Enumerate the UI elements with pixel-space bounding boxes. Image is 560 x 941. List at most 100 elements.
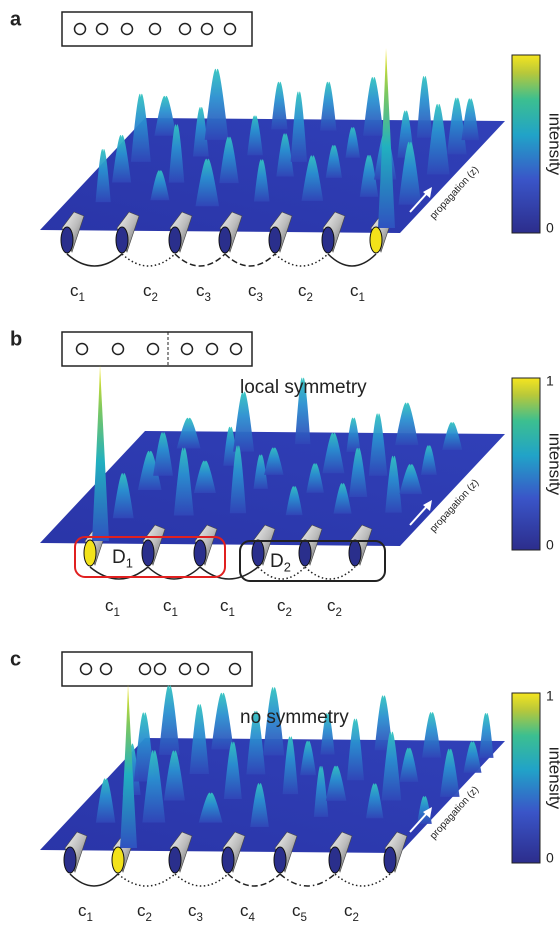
intensity-peak (159, 685, 180, 754)
waveguide (384, 847, 396, 873)
coupling-arc (118, 874, 175, 886)
coupling-label-sub: 5 (301, 912, 307, 924)
coupling-label-sub: 4 (249, 912, 256, 924)
colorbar-title: intensity (546, 113, 560, 176)
group-label: D2 (270, 551, 291, 575)
coupling-label-sub: 1 (114, 607, 120, 619)
colorbar-tick-label: 0 (546, 220, 554, 236)
coupling-label-sub: 2 (353, 912, 359, 924)
waveguide (269, 227, 281, 253)
waveguide-icon (225, 24, 236, 35)
group-label-base: D (270, 551, 284, 572)
page: apropagation (z)intensity0c1c2c3c3c2c1bl… (0, 0, 560, 941)
coupling-label: c2 (137, 901, 152, 924)
waveguide-icon (113, 344, 124, 355)
waveguide (169, 227, 181, 253)
coupling-arc (175, 254, 225, 266)
coupling-label: c1 (350, 281, 365, 304)
colorbar-tick-label: 1 (546, 373, 554, 389)
waveguide (370, 227, 382, 253)
colorbar-tick-label: 0 (546, 850, 554, 866)
coupling-label-sub: 1 (359, 292, 365, 304)
waveguide-icon (81, 664, 92, 675)
coupling-label-sub: 2 (152, 292, 158, 304)
colorbar-title: intensity (546, 433, 560, 496)
coupling-label-sub: 1 (87, 912, 93, 924)
coupling-label: c2 (327, 596, 342, 619)
waveguide-icon (97, 24, 108, 35)
intensity-spike (92, 365, 109, 541)
panel-label: c (10, 648, 21, 670)
coupling-label-sub: 1 (172, 607, 178, 619)
waveguide-icon (230, 664, 241, 675)
intensity-peak (417, 76, 432, 138)
waveguide-icon (155, 664, 166, 675)
waveguide-icon (180, 24, 191, 35)
group-label-sub: 2 (284, 560, 291, 575)
colorbar-title: intensity (546, 747, 560, 810)
intensity-peak (205, 69, 229, 140)
coupling-label: c4 (240, 901, 256, 924)
waveguide (61, 227, 73, 253)
waveguide (274, 847, 286, 873)
waveguide-icon (122, 24, 133, 35)
waveguide-icon (198, 664, 209, 675)
coupling-label-sub: 2 (146, 912, 152, 924)
coupling-label: c2 (344, 901, 359, 924)
intensity-peak (395, 403, 418, 445)
coupling-label: c5 (292, 901, 307, 924)
coupling-label-sub: 2 (307, 292, 313, 304)
colorbar (512, 693, 540, 863)
waveguide (322, 227, 334, 253)
coupling-label: c3 (248, 281, 263, 304)
intensity-peak (233, 392, 254, 452)
waveguide (252, 540, 264, 566)
group-label-base: D (112, 547, 126, 568)
waveguide (64, 847, 76, 873)
intensity-peak (320, 82, 336, 131)
waveguide (219, 227, 231, 253)
coupling-label: c2 (277, 596, 292, 619)
waveguide-icon (101, 664, 112, 675)
colorbar (512, 378, 540, 550)
intensity-peak (479, 713, 493, 758)
waveguide-icon (231, 344, 242, 355)
waveguide (329, 847, 341, 873)
coupling-arc (335, 874, 390, 886)
waveguide (169, 847, 181, 873)
panel-label: a (10, 8, 22, 30)
waveguide-icon (75, 24, 86, 35)
coupling-label: c3 (188, 901, 203, 924)
intensity-peak (271, 82, 287, 130)
waveguide (349, 540, 361, 566)
coupling-label: c1 (105, 596, 120, 619)
coupling-label: c1 (70, 281, 85, 304)
coupling-arc (175, 874, 228, 886)
colorbar-tick-label: 1 (546, 688, 554, 704)
intensity-peak (211, 693, 233, 750)
coupling-label-sub: 3 (197, 912, 203, 924)
intensity-peak (422, 712, 441, 758)
coupling-label-sub: 3 (205, 292, 211, 304)
coupling-arc (70, 874, 118, 886)
coupling-label: c2 (143, 281, 158, 304)
figure: apropagation (z)intensity0c1c2c3c3c2c1bl… (0, 0, 560, 941)
group-label-sub: 1 (126, 556, 133, 571)
waveguide-icon (148, 344, 159, 355)
coupling-arc (328, 254, 376, 266)
colorbar (512, 55, 540, 233)
waveguide-icon (202, 24, 213, 35)
coupling-arc (225, 254, 275, 266)
coupling-label: c1 (163, 596, 178, 619)
intensity-peak (461, 98, 479, 140)
coupling-label-sub: 2 (336, 607, 342, 619)
waveguide-icon (207, 344, 218, 355)
waveguide (112, 847, 124, 873)
waveguide (116, 227, 128, 253)
waveguide (194, 540, 206, 566)
annotation: local symmetry (240, 377, 367, 398)
colorbar-tick-label: 0 (546, 537, 554, 553)
coupling-label-sub: 2 (286, 607, 292, 619)
